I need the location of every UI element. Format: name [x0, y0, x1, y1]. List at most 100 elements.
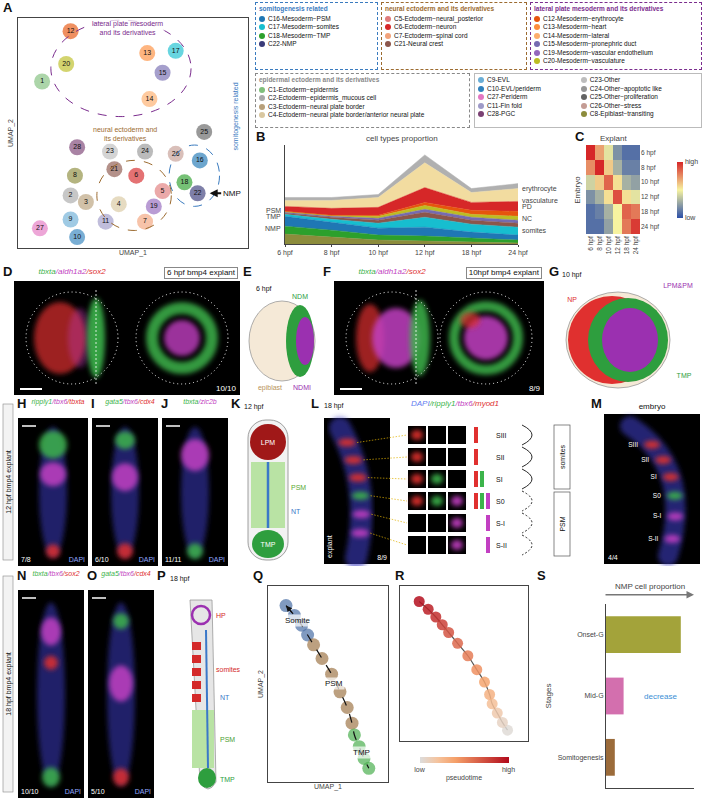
svg-text:S-I: S-I — [496, 520, 505, 527]
svg-text:10 hpf: 10 hpf — [605, 236, 613, 254]
svg-text:4: 4 — [117, 200, 121, 207]
svg-text:8: 8 — [73, 171, 77, 178]
svg-text:NT: NT — [220, 694, 230, 701]
svg-text:low: low — [414, 766, 425, 773]
svg-text:1: 1 — [40, 77, 44, 84]
svg-text:11/11: 11/11 — [165, 556, 182, 563]
svg-text:high: high — [502, 766, 515, 774]
svg-text:24 hpf: 24 hpf — [641, 223, 659, 231]
svg-text:18: 18 — [181, 178, 189, 185]
svg-text:18 hpf: 18 hpf — [462, 249, 482, 257]
svg-text:SIII: SIII — [496, 432, 507, 439]
svg-text:erythrocyte: erythrocyte — [522, 185, 557, 193]
svg-text:20: 20 — [62, 60, 70, 67]
svg-text:cell types proportion: cell types proportion — [366, 134, 438, 143]
svg-text:6 hpf: 6 hpf — [587, 236, 595, 251]
svg-text:10: 10 — [73, 233, 81, 240]
svg-text:DAPI: DAPI — [69, 556, 85, 563]
svg-text:8/9: 8/9 — [377, 554, 387, 561]
svg-text:SI: SI — [496, 476, 503, 483]
svg-text:NMP: NMP — [265, 225, 281, 232]
svg-text:Stages: Stages — [544, 684, 553, 709]
svg-text:12 hpf: 12 hpf — [244, 403, 264, 411]
svg-text:10/10: 10/10 — [216, 384, 237, 393]
svg-text:NT: NT — [291, 508, 301, 515]
svg-text:10/10: 10/10 — [21, 788, 39, 795]
svg-text:SIII: SIII — [628, 441, 638, 448]
svg-text:LPM&PM: LPM&PM — [663, 282, 693, 289]
svg-text:NMP: NMP — [223, 189, 241, 198]
svg-text:2: 2 — [69, 191, 73, 198]
svg-text:17: 17 — [172, 47, 180, 54]
svg-text:UMAP_1: UMAP_1 — [119, 249, 147, 257]
svg-text:DAPI: DAPI — [135, 788, 151, 795]
svg-text:DAPI: DAPI — [209, 556, 225, 563]
svg-text:UMAP_2: UMAP_2 — [7, 119, 15, 147]
svg-text:NP: NP — [567, 296, 577, 303]
svg-text:8 hpf: 8 hpf — [641, 164, 656, 172]
svg-text:7/8: 7/8 — [21, 556, 31, 563]
svg-text:DAPI: DAPI — [65, 788, 81, 795]
svg-text:16: 16 — [196, 156, 204, 163]
svg-text:12: 12 — [67, 27, 75, 34]
svg-text:neural ectoderm andits derivat: neural ectoderm andits derivatives — [93, 126, 157, 142]
svg-text:Onset-G: Onset-G — [577, 631, 603, 638]
svg-text:S-II: S-II — [496, 542, 507, 549]
svg-text:7: 7 — [143, 217, 147, 224]
svg-text:NDM: NDM — [292, 293, 308, 300]
svg-text:S-I: S-I — [653, 512, 662, 519]
svg-text:6 hpf: 6 hpf — [277, 249, 293, 257]
svg-text:PSM: PSM — [325, 679, 343, 688]
svg-text:epiblast: epiblast — [258, 384, 282, 392]
svg-text:27: 27 — [36, 224, 44, 231]
svg-text:25: 25 — [200, 128, 208, 135]
svg-text:11: 11 — [102, 217, 109, 224]
svg-text:SII: SII — [496, 454, 505, 461]
svg-text:18 hpf: 18 hpf — [641, 208, 659, 216]
svg-text:HP: HP — [216, 612, 226, 619]
svg-text:low: low — [685, 214, 696, 221]
svg-text:23: 23 — [106, 147, 114, 154]
svg-text:PSM: PSM — [559, 516, 566, 531]
svg-text:pseudotime: pseudotime — [446, 774, 482, 782]
svg-text:6 hpf: 6 hpf — [256, 285, 272, 293]
svg-text:13: 13 — [143, 49, 151, 56]
svg-text:Somite: Somite — [285, 616, 310, 625]
svg-text:14: 14 — [146, 95, 154, 102]
svg-text:4/4: 4/4 — [608, 554, 618, 561]
svg-text:S0: S0 — [496, 498, 505, 505]
svg-text:TMP: TMP — [677, 372, 692, 379]
svg-text:UMAP_2: UMAP_2 — [257, 670, 265, 698]
svg-text:LPM: LPM — [261, 439, 276, 446]
svg-text:18 hpf: 18 hpf — [170, 575, 190, 583]
svg-text:somitogenesis related: somitogenesis related — [232, 82, 240, 150]
svg-text:SII: SII — [641, 456, 649, 463]
svg-text:Embryo: Embryo — [574, 176, 582, 204]
svg-text:6: 6 — [134, 171, 138, 178]
svg-text:NMP cell proportion: NMP cell proportion — [615, 582, 685, 591]
svg-text:TMP: TMP — [220, 776, 235, 783]
svg-text:explant: explant — [326, 535, 334, 558]
svg-text:5/10: 5/10 — [91, 788, 105, 795]
svg-text:8/9: 8/9 — [529, 384, 541, 393]
svg-text:vasculature: vasculature — [522, 197, 558, 204]
svg-text:NC: NC — [522, 215, 532, 222]
svg-text:lateral plate mesodermand its: lateral plate mesodermand its derivative… — [92, 20, 163, 36]
svg-text:Explant: Explant — [600, 134, 627, 143]
svg-text:21: 21 — [110, 165, 118, 172]
svg-text:18 hpf: 18 hpf — [324, 402, 344, 410]
svg-text:28: 28 — [73, 143, 81, 150]
svg-text:10 hpf: 10 hpf — [368, 249, 388, 257]
svg-text:12 hpf bmp4 explant: 12 hpf bmp4 explant — [5, 450, 13, 513]
svg-text:UMAP_1: UMAP_1 — [314, 783, 342, 791]
svg-text:10 hpf: 10 hpf — [562, 271, 582, 279]
svg-text:24 hpf: 24 hpf — [632, 236, 640, 254]
svg-text:PSM: PSM — [220, 736, 235, 743]
svg-text:S-II: S-II — [648, 535, 658, 542]
svg-text:PD: PD — [522, 203, 532, 210]
svg-text:embryo: embryo — [639, 402, 666, 411]
svg-text:24: 24 — [141, 147, 149, 154]
svg-text:PSM: PSM — [266, 207, 281, 214]
svg-text:high: high — [685, 158, 698, 166]
svg-text:8 hpf: 8 hpf — [324, 249, 340, 257]
